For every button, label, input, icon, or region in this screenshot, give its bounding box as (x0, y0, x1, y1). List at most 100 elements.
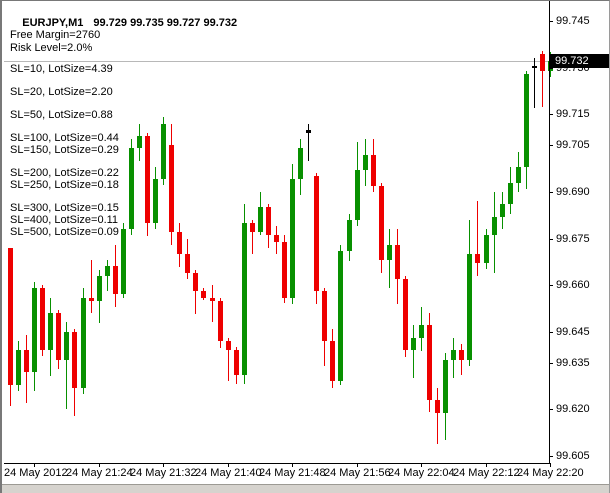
chart-title: EURJPY,M1 99.729 99.735 99.727 99.732 (10, 5, 237, 41)
price-axis-label: 99.605 (556, 450, 590, 462)
bear-candle-body (72, 332, 77, 388)
time-tick (99, 463, 100, 467)
candle-wick (66, 322, 67, 409)
bull-candle-body (105, 266, 110, 276)
ohlc-values: 99.729 99.735 99.727 99.732 (93, 17, 238, 29)
candle-wick (91, 260, 92, 313)
price-axis-label: 99.705 (556, 139, 590, 151)
price-tick (549, 332, 553, 333)
price-axis-label: 99.715 (556, 108, 590, 120)
time-tick (486, 463, 487, 467)
price-tick (549, 285, 553, 286)
price-axis-label: 99.675 (556, 233, 590, 245)
price-axis-label: 99.645 (556, 326, 590, 338)
bear-candle-body (435, 400, 440, 413)
time-axis-label: 24 May 22:20 (517, 467, 584, 479)
lot-size-line: SL=20, LotSize=2.20 (10, 86, 113, 98)
bear-candle-body (427, 325, 432, 400)
bull-candle-body (508, 183, 513, 204)
time-axis-label: 24 May 21:56 (324, 467, 391, 479)
bear-candle-body (250, 223, 255, 232)
bear-candle-body (371, 155, 376, 186)
symbol-period-label: EURJPY,M1 (22, 17, 84, 29)
bear-candle-body (218, 301, 223, 341)
time-axis-label: 24 May 21:40 (195, 467, 262, 479)
lot-size-line: SL=400, LotSize=0.11 (10, 214, 119, 226)
current-price-line (4, 61, 549, 62)
bull-candle-body (443, 360, 448, 413)
lot-size-line: SL=50, LotSize=0.88 (10, 109, 113, 121)
bear-candle-body (266, 207, 271, 235)
bear-candle-body (226, 341, 231, 350)
candle-wick (308, 124, 309, 161)
lot-size-table: SL=10, LotSize=4.39 SL=20, LotSize=2.20 SL… (10, 63, 119, 249)
price-tick (549, 409, 553, 410)
bull-candle-body (451, 350, 456, 360)
bull-candle-body (298, 148, 303, 179)
bear-candle-body (540, 54, 545, 71)
candle-wick (542, 51, 543, 107)
bear-candle-body (403, 279, 408, 350)
candle-wick (228, 338, 229, 381)
bear-candle-body (379, 186, 384, 260)
bull-candle-body (137, 136, 142, 148)
bull-candle-body (363, 155, 368, 170)
bull-candle-body (258, 207, 263, 232)
price-tick (549, 68, 553, 69)
bull-candle-body (32, 288, 37, 372)
comment-line: Risk Level=2.0% (10, 42, 93, 54)
bull-candle-body (516, 167, 521, 183)
time-tick (357, 463, 358, 467)
candle-wick (252, 220, 253, 254)
candle-wick (212, 285, 213, 322)
doji-candle-body (532, 66, 537, 68)
price-tick (549, 114, 553, 115)
bear-candle-body (210, 298, 215, 301)
bear-candle-body (113, 266, 118, 294)
candle-wick (195, 270, 196, 314)
time-axis-line (4, 463, 550, 464)
window-bottom-border (2, 484, 609, 493)
lot-size-group: SL=200, LotSize=0.22 SL=250, LotSize=0.18 (10, 167, 119, 191)
time-tick (228, 463, 229, 467)
bull-candle-body (500, 204, 505, 217)
price-tick (549, 239, 553, 240)
bull-candle-body (242, 223, 247, 375)
lot-size-group: SL=300, LotSize=0.15 SL=400, LotSize=0.11… (10, 202, 119, 238)
bear-candle-body (185, 254, 190, 273)
bear-candle-body (177, 232, 182, 254)
bull-candle-body (290, 179, 295, 298)
candlestick-plot-area[interactable] (2, 1, 553, 463)
lot-size-line: SL=200, LotSize=0.22 (10, 167, 119, 179)
lot-size-line: SL=500, LotSize=0.09 (10, 226, 119, 238)
price-tick (549, 363, 553, 364)
bull-candle-body (355, 170, 360, 220)
lot-size-group: SL=10, LotSize=4.39 (10, 63, 119, 75)
price-axis-label: 99.635 (556, 357, 590, 369)
doji-candle-body (306, 130, 311, 133)
time-tick (292, 463, 293, 467)
bear-candle-body (234, 350, 239, 375)
time-axis-label: 24 May 22:12 (453, 467, 520, 479)
bull-candle-body (64, 332, 69, 360)
bull-candle-body (492, 217, 497, 235)
candle-wick (437, 388, 438, 444)
bear-candle-body (330, 341, 335, 381)
bull-candle-body (338, 251, 343, 381)
time-tick (163, 463, 164, 467)
candle-wick (413, 325, 414, 378)
bull-candle-body (524, 74, 529, 167)
bear-candle-body (89, 298, 94, 301)
bear-candle-body (322, 291, 327, 341)
bull-candle-body (153, 179, 158, 223)
bear-candle-body (40, 288, 45, 350)
lot-size-line: SL=150, LotSize=0.29 (10, 144, 119, 156)
bear-candle-body (201, 291, 206, 298)
time-tick (550, 463, 551, 467)
ea-comment-block: Free Margin=2760 Risk Level=2.0% (10, 29, 100, 55)
bull-candle-body (16, 350, 21, 385)
bull-candle-body (48, 313, 53, 350)
time-axis-label: 24 May 21:24 (66, 467, 133, 479)
lot-size-group: SL=100, LotSize=0.44 SL=150, LotSize=0.29 (10, 132, 119, 156)
